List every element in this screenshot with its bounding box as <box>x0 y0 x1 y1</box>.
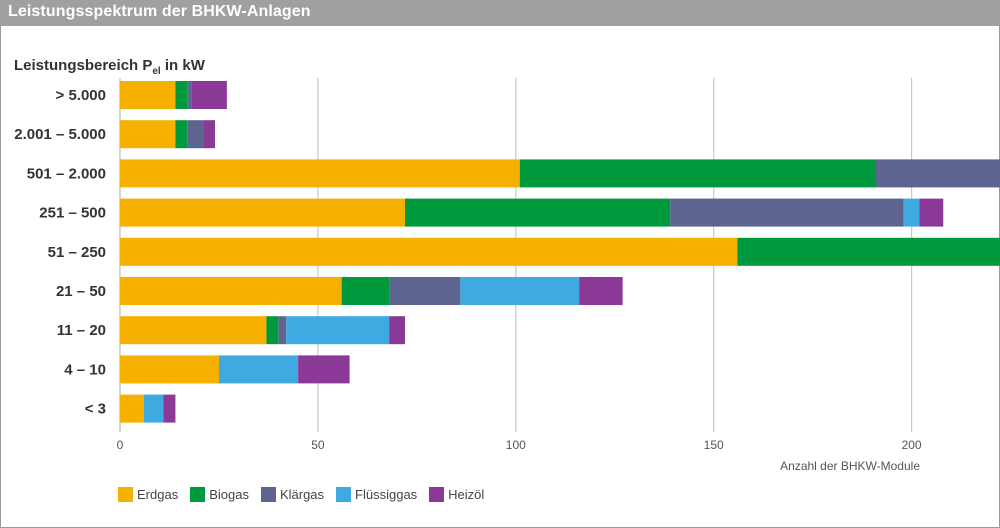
bar-segment-erdgas <box>120 355 219 384</box>
bar-segment-heiz-l <box>298 355 350 384</box>
bar-segment-erdgas <box>120 316 267 345</box>
y-category-label: > 5.000 <box>56 87 106 104</box>
x-tick-label: 50 <box>311 438 325 452</box>
bar-segment-kl-rgas <box>875 159 1000 188</box>
legend-label: Flüssiggas <box>355 486 418 502</box>
y-category-label: 2.001 – 5.000 <box>14 126 106 143</box>
bar-segment-biogas <box>175 81 188 109</box>
legend-label: Heizöl <box>448 486 485 502</box>
legend-item: Biogas <box>190 486 249 502</box>
y-category-label: 4 – 10 <box>64 361 106 378</box>
bar-segment-heiz-l <box>919 198 944 227</box>
y-category-label: 251 – 500 <box>39 205 106 222</box>
bar-segment-biogas <box>519 159 876 188</box>
x-tick-label: 0 <box>117 438 124 452</box>
y-category-label: 51 – 250 <box>48 244 106 261</box>
bar-segment-biogas <box>266 316 279 345</box>
legend-item: Heizöl <box>429 486 485 502</box>
chart-title: Leistungsspektrum der BHKW-Anlagen <box>8 3 311 20</box>
bar-segment-erdgas <box>120 159 520 188</box>
bar-segment-kl-rgas <box>670 198 904 227</box>
x-tick-label: 150 <box>704 438 724 452</box>
legend-item: Erdgas <box>118 486 179 502</box>
y-category-label: 501 – 2.000 <box>27 165 106 182</box>
bar-segment-biogas <box>175 120 188 149</box>
legend-item: Klärgas <box>260 486 325 502</box>
bar-segment-biogas <box>341 277 390 305</box>
bar-segment-heiz-l <box>203 120 215 149</box>
y-category-label: < 3 <box>85 401 106 418</box>
bar-segment-fl-ssiggas <box>460 277 580 305</box>
legend-swatch <box>336 486 352 502</box>
bar-segment-heiz-l <box>579 277 623 305</box>
bar-segment-fl-ssiggas <box>903 198 920 227</box>
bar-segment-erdgas <box>120 120 176 149</box>
bar-segment-erdgas <box>120 198 405 227</box>
bar-segment-biogas <box>737 237 1000 266</box>
bar-segment-heiz-l <box>191 81 227 109</box>
bar-segment-erdgas <box>120 81 176 109</box>
legend-swatch <box>429 486 445 502</box>
bar-segment-fl-ssiggas <box>143 394 164 423</box>
bar-segment-erdgas <box>120 394 144 423</box>
bar-segment-kl-rgas <box>187 81 192 109</box>
title-bar: Leistungsspektrum der BHKW-Anlagen <box>0 0 1000 26</box>
y-axis-label-subscript: el <box>152 66 161 77</box>
legend-item: Flüssiggas <box>336 486 418 502</box>
legend-label: Biogas <box>209 486 249 502</box>
legend: Erdgas Biogas Klärgas Flüssiggas Heizöl <box>118 486 496 502</box>
bar-segment-heiz-l <box>389 316 405 345</box>
y-category-label: 11 – 20 <box>57 322 106 339</box>
legend-swatch <box>260 486 276 502</box>
y-axis-label: Leistungsbereich Pel in kW <box>14 57 205 77</box>
legend-label: Erdgas <box>137 486 179 502</box>
x-axis-label: Anzahl der BHKW-Module <box>780 459 920 473</box>
bar-segment-fl-ssiggas <box>218 355 299 384</box>
bar-segment-kl-rgas <box>278 316 287 345</box>
legend-swatch <box>118 486 133 502</box>
y-category-label: 21 – 50 <box>56 283 106 300</box>
y-axis-label-main: Leistungsbereich P <box>14 57 153 74</box>
y-axis-label-tail: in kW <box>160 57 205 74</box>
bar-segment-biogas <box>404 198 671 227</box>
legend-swatch <box>190 486 206 502</box>
bar-segment-kl-rgas <box>187 120 204 149</box>
legend-label: Klärgas <box>279 486 325 502</box>
bar-segment-fl-ssiggas <box>286 316 390 345</box>
bar-segment-erdgas <box>120 237 738 266</box>
bar-segment-erdgas <box>120 277 342 305</box>
bar-segment-heiz-l <box>163 394 176 423</box>
bar-segment-kl-rgas <box>389 277 461 305</box>
x-tick-label: 100 <box>506 438 526 452</box>
x-tick-label: 200 <box>902 438 922 452</box>
